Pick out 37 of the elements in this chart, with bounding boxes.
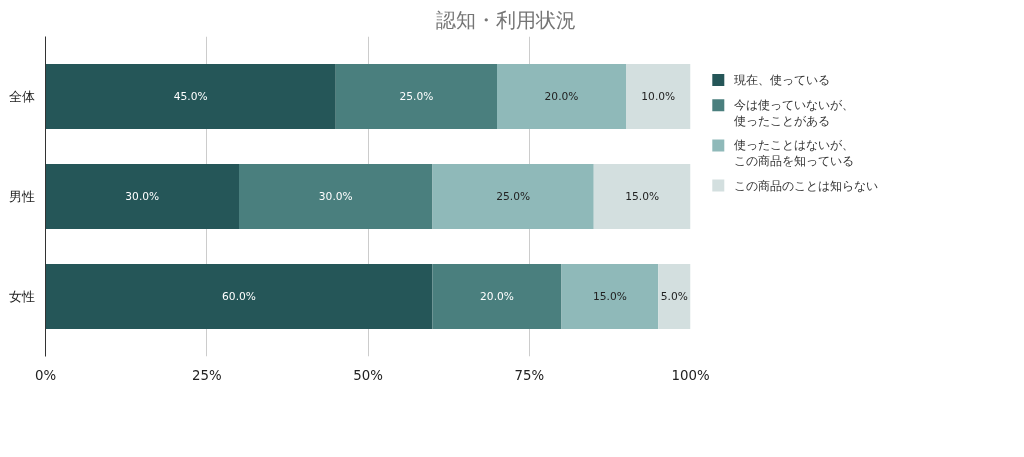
- data-label: 20.0%: [544, 90, 579, 103]
- bar: [497, 64, 626, 129]
- bar: [239, 164, 433, 229]
- data-label: 15.0%: [592, 290, 627, 303]
- x-tick-label: 100%: [671, 367, 710, 383]
- data-label: 30.0%: [318, 190, 353, 203]
- x-tick-label: 75%: [514, 367, 545, 383]
- bar: [335, 64, 497, 129]
- legend-label: 現在、使っている: [733, 73, 830, 88]
- bar: [658, 264, 691, 329]
- bar: [432, 264, 562, 329]
- bar: [45, 264, 433, 329]
- x-tick-label: 50%: [353, 367, 383, 383]
- chart-title: 認知・利用状況: [435, 7, 576, 32]
- y-tick-label: 女性: [8, 289, 35, 304]
- data-label: 10.0%: [641, 90, 676, 103]
- data-label: 15.0%: [625, 190, 660, 203]
- y-tick-label: 全体: [8, 89, 35, 104]
- legend-label: 使ったことはないが、この商品を知っている: [733, 138, 854, 169]
- bar: [561, 264, 659, 329]
- legend-label: 今は使っていないが、使ったことがある: [733, 98, 854, 129]
- legend-label: この商品のことは知らない: [733, 178, 878, 193]
- x-tick-label: 25%: [191, 367, 222, 383]
- bar: [45, 164, 239, 229]
- data-label: 30.0%: [125, 190, 160, 203]
- y-tick-label: 男性: [8, 189, 35, 204]
- bar: [45, 64, 336, 129]
- data-label: 25.0%: [399, 90, 434, 103]
- data-label: 25.0%: [496, 190, 531, 203]
- bar: [626, 64, 691, 129]
- x-tick-label: 0%: [34, 367, 57, 383]
- data-label: 5.0%: [660, 290, 688, 303]
- bar: [432, 164, 594, 229]
- data-label: 60.0%: [222, 290, 256, 303]
- data-label: 45.0%: [173, 90, 208, 103]
- data-label: 20.0%: [480, 290, 514, 303]
- bar: [593, 164, 691, 229]
